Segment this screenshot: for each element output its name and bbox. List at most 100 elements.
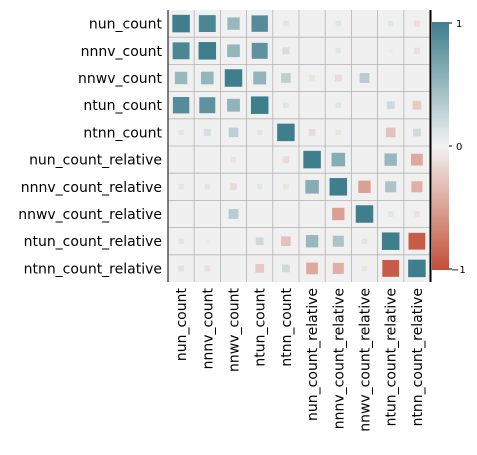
- heatmap-cell-nun_count_relative-nnwv_count: [230, 156, 237, 163]
- heatmap-cell-nun_count_relative-ntnn_count: [282, 156, 290, 163]
- heatmap-cell-nun_count-ntun_count_relative: [387, 20, 394, 27]
- y-tick-label-ntun_count_relative: ntun_count_relative: [24, 234, 162, 250]
- colorbar-tick-label-top: 1: [456, 19, 462, 30]
- y-tick-label-nun_count_relative: nun_count_relative: [29, 153, 162, 169]
- x-tick-label-ntnn_count: ntnn_count: [279, 287, 295, 366]
- heatmap-cell-nnwv_count-nun_count_relative: [309, 75, 315, 81]
- heatmap-cell-ntnn_count-ntun_count: [256, 129, 263, 136]
- heatmap-cell-nnwv_count-ntun_count: [253, 71, 267, 85]
- x-tick-label-ntun_count_relative: ntun_count_relative: [384, 288, 400, 426]
- heatmap-cell-ntnn_count_relative-ntnn_count_relative: [408, 259, 426, 278]
- heatmap-cell-nun_count-ntnn_count_relative: [413, 20, 420, 27]
- heatmap-cell-nnwv_count-ntnn_count: [281, 73, 291, 83]
- heatmap-cell-ntnn_count_relative-nnnv_count: [204, 265, 211, 272]
- heatmap-cell-nnnv_count_relative-nnwv_count_relative: [358, 180, 371, 193]
- y-axis-tick-labels: nun_count nnnv_count nnwv_count ntun_countn…: [18, 17, 162, 278]
- heatmap-cell-nnnv_count_relative-nnnv_count_relative: [329, 178, 348, 196]
- heatmap-cell-nnnv_count_relative-ntun_count: [256, 184, 263, 190]
- heatmap-cell-nnnv_count-ntnn_count: [282, 47, 290, 55]
- heatmap-cells: [172, 14, 426, 278]
- colorbar: [432, 22, 449, 270]
- x-tick-label-ntun_count: ntun_count: [253, 287, 269, 366]
- heatmap-cell-ntnn_count_relative-nnnv_count_relative: [332, 262, 344, 274]
- heatmap-cell-nnnv_count_relative-ntun_count_relative: [385, 181, 397, 193]
- heatmap-cell-nnnv_count_relative-nun_count: [178, 184, 184, 190]
- heatmap-cell-nun_count-nnwv_count: [227, 17, 240, 30]
- heatmap-cell-nun_count-ntun_count: [251, 15, 268, 32]
- heatmap-cell-ntun_count_relative-ntnn_count: [281, 236, 291, 246]
- heatmap-cell-ntnn_count_relative-ntun_count_relative: [382, 260, 400, 277]
- heatmap-cell-nnnv_count-ntun_count: [251, 42, 268, 59]
- heatmap-cell-nnnv_count-nnnv_count: [198, 42, 217, 60]
- heatmap-cell-ntun_count_relative-ntnn_count_relative: [408, 232, 426, 250]
- y-tick-label-nnwv_count_relative: nnwv_count_relative: [18, 207, 162, 223]
- heatmap-cell-nnnv_count_relative-nnnv_count: [204, 184, 211, 190]
- heatmap-cell-nun_count_relative-nun_count_relative: [303, 150, 321, 169]
- heatmap-cell-ntnn_count-nun_count_relative: [308, 129, 316, 136]
- y-tick-label-ntun_count: ntun_count: [83, 98, 162, 114]
- y-tick-label-nnnv_count_relative: nnnv_count_relative: [21, 180, 162, 196]
- heatmap-cell-ntun_count-nnnv_count_relative: [335, 102, 342, 108]
- heatmap-cell-nnwv_count_relative-nnwv_count: [228, 209, 239, 219]
- heatmap-cell-nnwv_count_relative-ntun_count_relative: [387, 211, 394, 217]
- y-tick-label-ntnn_count_relative: ntnn_count_relative: [24, 261, 162, 277]
- heatmap-cell-nnnv_count-nnnv_count_relative: [335, 48, 342, 54]
- heatmap-cell-nnwv_count-nnwv_count_relative: [359, 73, 370, 83]
- heatmap-cell-ntnn_count_relative-nnwv_count_relative: [361, 265, 368, 272]
- x-tick-label-nnwv_count_relative: nnwv_count_relative: [358, 288, 374, 432]
- y-tick-label-nun_count: nun_count: [89, 17, 163, 33]
- x-tick-label-ntnn_count_relative: ntnn_count_relative: [410, 288, 426, 426]
- heatmap-cell-ntun_count-ntnn_count: [283, 102, 289, 108]
- x-tick-label-nnnv_count_relative: nnnv_count_relative: [331, 288, 347, 429]
- heatmap-cell-ntnn_count-nnnv_count_relative: [335, 129, 342, 136]
- heatmap-cell-ntun_count-nnwv_count: [227, 98, 240, 112]
- heatmap-cell-nnnv_count-nun_count: [172, 42, 190, 60]
- y-tick-label-nnwv_count: nnwv_count: [78, 71, 162, 87]
- heatmap-cell-ntun_count_relative-ntun_count_relative: [381, 232, 400, 250]
- heatmap-cell-ntun_count-nnnv_count: [199, 97, 216, 114]
- heatmap-cell-ntun_count_relative-nnwv_count_relative: [361, 238, 368, 244]
- heatmap-cell-ntun_count_relative-nun_count_relative: [305, 235, 319, 248]
- heatmap-cell-nnnv_count-nnwv_count: [227, 44, 240, 58]
- heatmap-cell-nnnv_count_relative-ntnn_count: [283, 184, 289, 190]
- x-tick-label-nun_count_relative: nun_count_relative: [305, 288, 321, 421]
- x-tick-label-nnwv_count: nnwv_count: [227, 287, 243, 371]
- heatmap-cell-nnnv_count_relative-nnwv_count: [230, 183, 237, 191]
- heatmap-cell-nun_count_relative-ntun_count_relative: [384, 153, 397, 166]
- heatmap-cell-ntun_count-ntnn_count_relative: [412, 100, 422, 110]
- colorbar-tick-label-bottom: −1: [451, 265, 466, 276]
- heatmap-cell-nun_count-ntnn_count: [283, 20, 289, 27]
- heatmap-cell-ntnn_count_relative-ntun_count: [255, 264, 265, 273]
- heatmap-cell-ntun_count-ntun_count: [250, 96, 269, 114]
- heatmap-cell-nun_count_relative-ntnn_count_relative: [411, 153, 423, 166]
- heatmap-cell-nnwv_count-nnnv_count: [200, 71, 214, 85]
- heatmap-cell-nun_count-nnnv_count: [198, 15, 216, 33]
- heatmap-cell-ntun_count-nun_count: [172, 96, 190, 114]
- y-tick-label-nnnv_count: nnnv_count: [81, 44, 163, 60]
- x-tick-label-nun_count: nun_count: [174, 287, 190, 361]
- heatmap-cell-ntnn_count-ntnn_count: [277, 123, 295, 142]
- heatmap-cell-nnwv_count-nnnv_count_relative: [334, 74, 342, 82]
- heatmap-cell-nnwv_count-nnwv_count: [224, 69, 243, 87]
- y-tick-label-ntnn_count: ntnn_count: [83, 125, 162, 141]
- heatmap-cell-nun_count_relative-nnnv_count_relative: [331, 152, 346, 167]
- colorbar-tick-label-mid: 0: [456, 142, 462, 153]
- heatmap-cell-ntun_count-ntun_count_relative: [386, 101, 395, 110]
- heatmap-cell-ntnn_count-ntun_count_relative: [385, 127, 396, 138]
- heatmap-cell-nnwv_count_relative-ntnn_count_relative: [414, 211, 420, 217]
- heatmap-cell-nnwv_count-nun_count: [174, 71, 188, 85]
- x-tick-label-nnnv_count: nnnv_count: [200, 287, 216, 369]
- x-axis-tick-labels: nun_count nnnv_count nnwv_count ntun_count n…: [174, 287, 426, 431]
- heatmap-cell-nun_count-nun_count: [172, 14, 190, 33]
- heatmap-cell-nnnv_count-ntnn_count_relative: [413, 47, 420, 54]
- heatmap-cell-ntnn_count-nnnv_count: [203, 128, 211, 136]
- heatmap-cell-ntun_count_relative-nun_count: [178, 238, 184, 244]
- heatmap-cell-nun_count-nnnv_count_relative: [335, 20, 342, 27]
- heatmap-cell-ntun_count_relative-nnnv_count_relative: [332, 235, 344, 247]
- colorbar-ticks: 1 0 −1: [449, 19, 466, 276]
- heatmap-cell-ntun_count_relative-ntun_count: [255, 237, 264, 246]
- heatmap-cell-nnwv_count_relative-nnnv_count_relative: [332, 207, 345, 221]
- heatmap-cell-nnnv_count-ntun_count_relative: [388, 48, 393, 53]
- heatmap-cell-nnnv_count_relative-nun_count_relative: [305, 180, 319, 194]
- heatmap-cell-ntnn_count-nnwv_count: [228, 127, 239, 138]
